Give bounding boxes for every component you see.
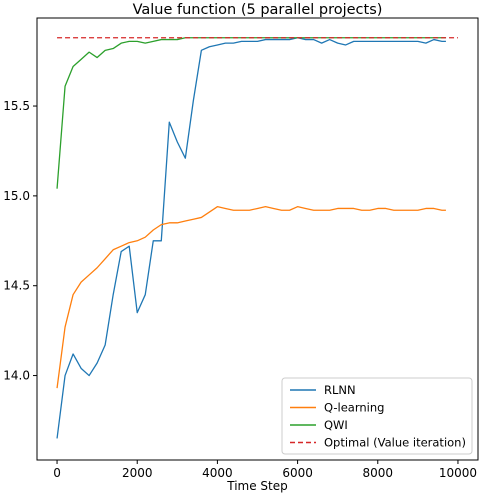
y-tick-label: 14.0 bbox=[3, 369, 30, 383]
series-line-2 bbox=[56, 37, 446, 189]
x-tick-label: 4000 bbox=[202, 466, 233, 480]
legend-label-3: Optimal (Value iteration) bbox=[324, 436, 466, 450]
x-tick-label: 6000 bbox=[282, 466, 313, 480]
x-tick-label: 0 bbox=[53, 466, 61, 480]
chart-title: Value function (5 parallel projects) bbox=[133, 2, 383, 18]
x-tick-label: 10000 bbox=[439, 466, 477, 480]
legend-label-0: RLNN bbox=[324, 383, 356, 397]
y-tick-label: 14.5 bbox=[3, 279, 30, 293]
x-axis-label: Time Step bbox=[226, 479, 288, 493]
series-line-1 bbox=[56, 206, 446, 389]
series-line-0 bbox=[56, 37, 446, 439]
x-tick-label: 2000 bbox=[122, 466, 153, 480]
x-tick-label: 8000 bbox=[362, 466, 393, 480]
y-tick-label: 15.0 bbox=[3, 189, 30, 203]
y-tick-label: 15.5 bbox=[3, 99, 30, 113]
x-axis: 0 2000 4000 6000 8000 10000 bbox=[53, 460, 477, 480]
plot-area bbox=[36, 17, 479, 461]
legend-label-1: Q-learning bbox=[324, 401, 384, 415]
y-axis: 14.0 14.5 15.0 15.5 bbox=[3, 99, 37, 383]
legend: RLNN Q-learning QWI Optimal (Value iteratio… bbox=[281, 377, 473, 455]
legend-label-2: QWI bbox=[324, 418, 348, 432]
legend-box bbox=[281, 377, 473, 455]
